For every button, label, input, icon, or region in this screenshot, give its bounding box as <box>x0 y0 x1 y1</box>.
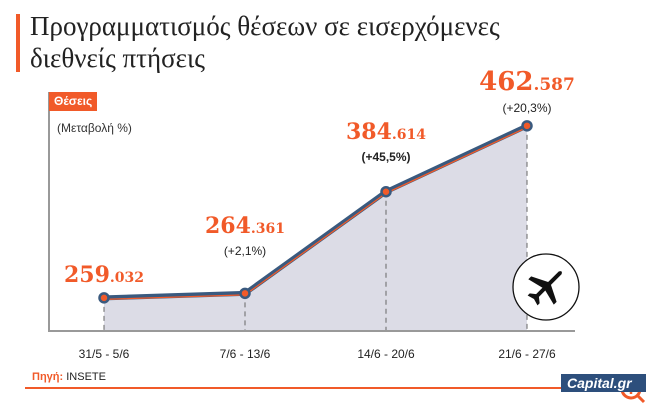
change-label: (+2,1%) <box>224 244 266 258</box>
data-point <box>239 287 251 300</box>
chart-title: Προγραμματισμός θέσεων σε εισερχόμενες δ… <box>30 11 500 73</box>
x-tick-label: 7/6 - 13/6 <box>220 347 271 361</box>
data-point <box>98 292 110 304</box>
airplane-icon <box>512 253 580 321</box>
x-tick-label: 14/6 - 20/6 <box>357 347 415 361</box>
value-label: 462.587 <box>479 67 575 97</box>
x-tick-label: 31/5 - 5/6 <box>79 347 130 361</box>
value-label: 384.614 <box>346 119 426 145</box>
y-axis-sublabel: (Μεταβολή %) <box>57 121 132 135</box>
capital-logo[interactable]: Capital.gr <box>561 374 646 392</box>
y-axis-label: Θέσεις <box>49 92 98 111</box>
x-tick-label: 21/6 - 27/6 <box>498 347 556 361</box>
source-note: Πηγή: INSETE <box>32 371 106 383</box>
series-line <box>103 123 529 301</box>
change-label: (+45,5%) <box>361 150 410 164</box>
data-point <box>521 120 533 132</box>
value-label: 264.361 <box>205 213 285 239</box>
series-line-accent <box>103 126 528 301</box>
data-point <box>380 185 392 198</box>
change-label: (+20,3%) <box>502 101 551 115</box>
source-label: Πηγή: <box>32 371 64 383</box>
source-value: INSETE <box>66 371 106 383</box>
title-accent-bar <box>16 14 20 72</box>
value-label: 259.032 <box>64 262 144 288</box>
